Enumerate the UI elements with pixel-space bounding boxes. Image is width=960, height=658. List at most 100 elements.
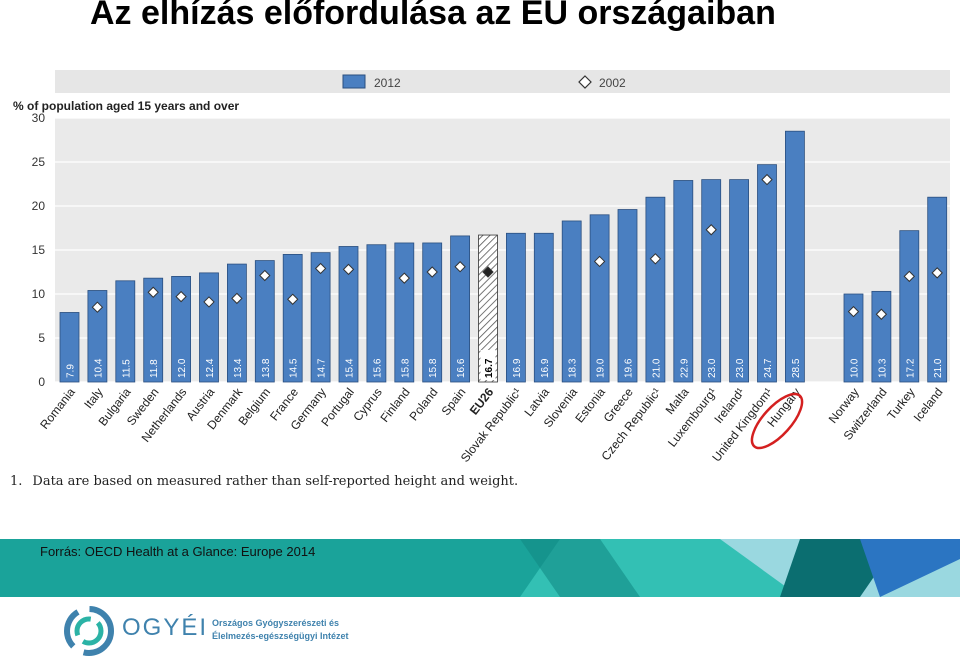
bar-netherlands: [171, 275, 192, 383]
value-label: 10.0: [849, 358, 860, 378]
value-label: 16.9: [540, 358, 551, 378]
value-label: 19.0: [596, 358, 607, 378]
marker-2002-germany: [314, 262, 327, 275]
value-label: 12.0: [177, 358, 188, 378]
bar-united-kingdom-: [757, 164, 777, 383]
marker-2002-switzerland: [875, 308, 888, 320]
bar-austria: [199, 272, 219, 383]
marker-2002-iceland: [931, 267, 943, 279]
bar-portugal: [338, 246, 359, 383]
marker-2002-france: [286, 293, 299, 305]
bar-luxembourg-: [701, 179, 722, 383]
value-label: 17.2: [905, 358, 916, 378]
category-label: Poland: [407, 385, 441, 423]
bar-sweden: [143, 277, 164, 383]
bar-ireland-: [729, 179, 749, 383]
value-label: 19.6: [624, 358, 635, 378]
source-text: Forrás: OECD Health at a Glance: Europe …: [40, 544, 316, 559]
value-label: 13.8: [261, 358, 272, 378]
value-label: 24.7: [763, 358, 774, 378]
value-label: 21.0: [933, 358, 944, 378]
footnote-text: Data are based on measured rather than s…: [32, 474, 519, 489]
bar-poland: [422, 242, 443, 383]
category-label: Romania: [37, 385, 78, 432]
bar-belgium: [254, 260, 275, 383]
marker-2002-netherlands: [175, 290, 187, 303]
legend-swatch-2012: [342, 74, 366, 89]
value-label: 15.4: [345, 358, 356, 378]
footnote-number: 1.: [10, 474, 23, 489]
bar-bulgaria: [115, 280, 136, 383]
marker-2002-norway: [847, 305, 860, 318]
value-label: 12.4: [205, 358, 216, 378]
org-name-line1: Országos Gyógyszerészeti és: [212, 618, 340, 628]
y-tick-label: 0: [38, 375, 45, 389]
logo-wordmark: OGYÉI: [122, 614, 209, 641]
bar-italy: [87, 290, 108, 383]
category-label: Estonia: [572, 385, 608, 425]
bar-hungary: [785, 130, 805, 383]
marker-2002-poland: [426, 266, 438, 278]
bar-latvia: [533, 232, 554, 383]
marker-2002-finland: [398, 272, 411, 284]
org-name-line2: Élelmezés-egészségügyi Intézet: [212, 631, 349, 641]
marker-2002-spain: [454, 261, 466, 273]
marker-2002-eu26: [482, 266, 494, 278]
value-label: 10.3: [877, 358, 888, 378]
value-label: 14.5: [289, 358, 300, 378]
marker-2002-czech-republic-: [649, 253, 662, 265]
bar-iceland: [927, 196, 948, 383]
bar-france: [282, 253, 303, 383]
bar-turkey: [899, 230, 920, 383]
value-label: 10.4: [93, 358, 104, 378]
ogyei-logo-icon: [64, 606, 114, 656]
bar-malta: [673, 180, 694, 383]
value-label: 16.7: [484, 358, 495, 378]
marker-2002-portugal: [342, 263, 355, 276]
y-tick-label: 15: [32, 243, 46, 257]
bar-greece: [617, 209, 638, 383]
hungary-highlight-circle: [750, 392, 804, 450]
category-label: Spain: [439, 385, 469, 418]
bar-norway: [843, 293, 864, 383]
value-label: 15.8: [428, 358, 439, 378]
y-tick-label: 30: [32, 111, 46, 125]
y-tick-label: 10: [32, 287, 46, 301]
y-tick-label: 25: [32, 155, 46, 169]
value-label: 7.9: [66, 364, 77, 378]
marker-2002-austria: [203, 296, 215, 308]
category-label: Finland: [377, 385, 412, 425]
marker-2002-estonia: [593, 255, 606, 268]
marker-2002-united-kingdom-: [761, 173, 773, 186]
legend-label-2002: 2002: [599, 76, 626, 90]
bar-spain: [450, 235, 471, 383]
marker-2002-belgium: [259, 269, 271, 282]
marker-2002-luxembourg-: [705, 224, 717, 236]
bar-slovenia: [561, 220, 582, 383]
marker-2002-sweden: [147, 286, 159, 298]
value-label: 11.5: [121, 359, 132, 378]
y-tick-label: 20: [32, 199, 46, 213]
obesity-bar-chart: 2012 2002 % of population aged 15 years …: [13, 70, 950, 465]
marker-2002-italy: [91, 301, 104, 313]
bar-czech-republic-: [645, 196, 666, 383]
value-label: 15.6: [372, 358, 383, 378]
category-label: Italy: [81, 385, 106, 411]
category-label: Iceland: [911, 385, 946, 424]
value-label: 23.0: [707, 358, 718, 378]
slide-title: Az elhízás előfordulása az EU országaiba…: [90, 0, 776, 32]
value-label: 16.6: [456, 358, 467, 378]
bar-slovak-republic-: [505, 232, 526, 383]
value-label: 21.0: [651, 358, 662, 378]
bar-germany: [310, 252, 331, 383]
value-label: 15.8: [400, 358, 411, 378]
value-label: 23.0: [735, 358, 746, 378]
bar-cyprus: [366, 244, 387, 383]
marker-2002-denmark: [231, 292, 243, 305]
eu-label-bg: [480, 350, 496, 380]
value-label: 14.7: [317, 358, 328, 378]
legend-marker-2002: [578, 75, 592, 89]
legend-band: [55, 70, 950, 93]
legend-label-2012: 2012: [374, 76, 401, 90]
value-label: 18.3: [568, 358, 579, 378]
